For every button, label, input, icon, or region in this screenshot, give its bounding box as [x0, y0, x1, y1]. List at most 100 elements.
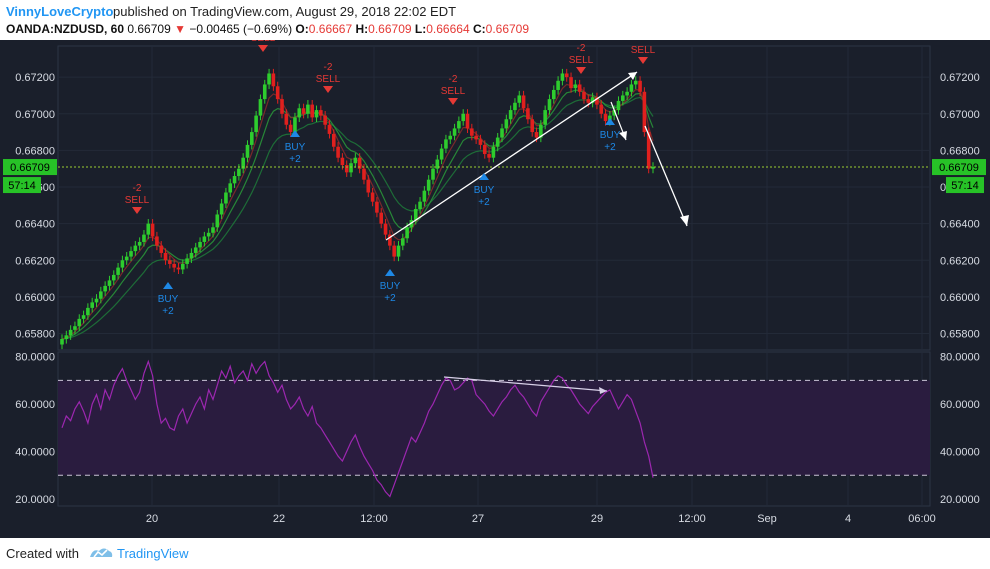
buy-signal-label: BUY — [474, 185, 495, 196]
forecast-arrow — [644, 125, 688, 227]
candle-body — [452, 128, 457, 136]
candle-body — [137, 241, 142, 246]
candle-body — [357, 157, 362, 169]
candle-body — [306, 104, 310, 114]
price-tick-left: 0.65800 — [15, 329, 55, 341]
candle-body — [323, 115, 327, 125]
candle-body — [77, 318, 82, 327]
candle-body — [564, 73, 569, 78]
candle-body — [526, 108, 530, 120]
candle-body — [625, 91, 629, 96]
candle-body — [388, 234, 392, 246]
sell-signal-label: SELL — [125, 195, 150, 206]
author-link[interactable]: VinnyLoveCrypto — [6, 4, 114, 19]
sell-arrow-icon — [132, 207, 142, 214]
candle-body — [267, 73, 271, 85]
candle-body — [448, 135, 453, 140]
rsi-tick-left: 60.0000 — [15, 399, 55, 411]
candle-body — [551, 89, 556, 100]
price-tick-left: 0.67000 — [15, 109, 55, 121]
candle-body — [405, 227, 409, 239]
current-price-label-right: 0.66709 — [939, 162, 979, 174]
candle-body — [379, 212, 384, 224]
candle-body — [245, 144, 250, 158]
candle-body — [250, 132, 254, 145]
countdown-label-right: 57:14 — [951, 180, 979, 192]
candle-body — [237, 168, 241, 177]
chart-svg[interactable]: 0.67200 0.67200 0.67000 0.67000 0.66800 0.668… — [0, 33, 990, 538]
candle-body — [176, 267, 181, 270]
candle-body — [560, 73, 565, 81]
rsi-tick-right: 80.0000 — [940, 352, 980, 364]
rsi-tick-left: 20.0000 — [15, 494, 55, 506]
candle-body — [530, 119, 535, 133]
candle-body — [400, 238, 405, 246]
price-tick-left: 0.67200 — [15, 72, 55, 84]
candle-body — [297, 108, 302, 118]
buy-signal-label: BUY — [285, 142, 306, 153]
candle-body — [64, 335, 69, 340]
created-with-text: Created with — [6, 546, 79, 561]
candle-body — [111, 274, 116, 281]
last-price: 0.66709 — [127, 22, 171, 36]
chart-header: VinnyLoveCrypto published on TradingView… — [0, 0, 990, 40]
time-tick: 29 — [591, 513, 603, 525]
candle-body — [129, 251, 133, 257]
candle-body — [413, 208, 418, 220]
sell-arrow-icon — [448, 98, 458, 105]
low-value: 0.66664 — [426, 22, 470, 36]
candle-body — [517, 95, 522, 103]
candle-body — [103, 285, 107, 292]
candle-body — [155, 236, 159, 246]
candle-body — [185, 258, 189, 264]
candle-body — [163, 252, 168, 261]
candle-body — [495, 137, 500, 147]
open-label: O: — [295, 22, 309, 36]
candle-body — [621, 95, 625, 101]
close-value: 0.66709 — [485, 22, 530, 36]
high-label: H: — [355, 22, 369, 36]
candle-body — [646, 132, 651, 169]
buy-signal-label: BUY — [158, 294, 179, 305]
candle-body — [81, 315, 86, 319]
candle-body — [107, 280, 112, 286]
candle-body — [435, 159, 440, 169]
candle-body — [241, 157, 245, 169]
candle-body — [228, 183, 233, 193]
time-tick: 12:00 — [360, 513, 388, 525]
candle-body — [569, 77, 573, 89]
sell-signal-count: -2 — [324, 62, 333, 73]
candle-body — [202, 236, 207, 242]
candle-body — [375, 201, 379, 213]
rsi-divergence-arrowhead — [599, 387, 607, 394]
price-pane-frame — [57, 45, 931, 351]
forecast-arrowhead — [680, 215, 689, 226]
trend-line-arrowhead — [628, 72, 637, 80]
candle-body — [314, 110, 319, 118]
candle-body — [508, 110, 513, 120]
buy-arrow-icon — [385, 269, 395, 276]
candle-body — [60, 339, 64, 345]
candle-body — [280, 99, 284, 114]
candle-body — [73, 326, 77, 330]
buy-arrow-icon — [479, 173, 489, 180]
candle-body — [362, 168, 366, 180]
candle-body — [94, 298, 99, 303]
candle-body — [133, 245, 138, 252]
chart-area[interactable]: 0.67200 0.67200 0.67000 0.67000 0.66800 0.668… — [0, 33, 990, 538]
sell-signal-label: SELL — [316, 74, 341, 85]
rsi-tick-left: 80.0000 — [15, 352, 55, 364]
time-tick: Sep — [757, 513, 777, 525]
candle-body — [573, 84, 578, 89]
candle-body — [422, 190, 427, 202]
trend-line — [385, 71, 638, 241]
sell-signal-label: SELL — [251, 40, 276, 44]
candle-body — [90, 302, 94, 308]
rsi-band-fill — [58, 380, 930, 476]
countdown-label-left: 57:14 — [8, 180, 36, 192]
candle-body — [344, 165, 349, 173]
candle-body — [457, 121, 461, 129]
candle-body — [86, 307, 90, 316]
symbol-label: OANDA:NZDUSD, 60 — [6, 22, 125, 36]
tradingview-brand-link[interactable]: TradingView — [117, 546, 189, 561]
